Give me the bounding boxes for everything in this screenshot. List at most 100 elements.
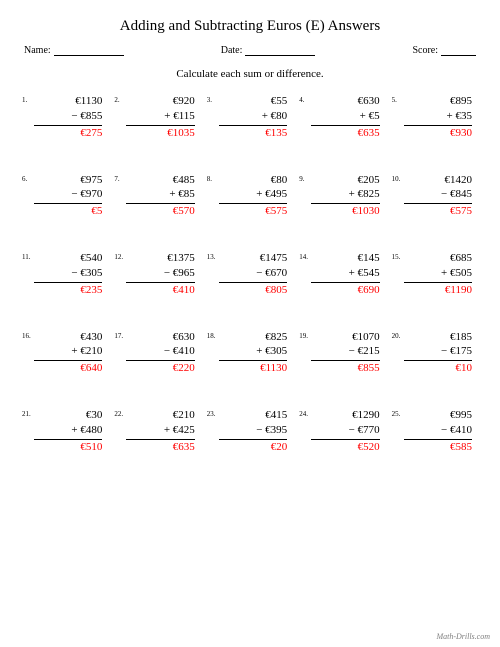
operand-top: €1420 [404, 173, 472, 188]
operand-top: €825 [219, 330, 287, 345]
operand-top: €55 [219, 94, 287, 109]
problem-math: €415− €395€20 [219, 408, 293, 455]
problem-number: 12. [114, 251, 126, 261]
problem-number: 25. [392, 408, 404, 418]
name-blank [54, 45, 124, 56]
problem-number: 15. [392, 251, 404, 261]
answer: €805 [219, 283, 287, 298]
problem: 19.€1070− €215€855 [299, 330, 385, 377]
operand-bottom: + €480 [34, 423, 102, 440]
problem-math: €1375− €965€410 [126, 251, 200, 298]
problem-math: €430+ €210€640 [34, 330, 108, 377]
date-field: Date: [221, 45, 316, 56]
problem-number: 23. [207, 408, 219, 418]
operand-top: €920 [126, 94, 194, 109]
operand-bottom: − €395 [219, 423, 287, 440]
operand-bottom: + €305 [219, 344, 287, 361]
operand-bottom: + €545 [311, 266, 379, 283]
operand-top: €975 [34, 173, 102, 188]
operand-bottom: + €505 [404, 266, 472, 283]
problem-math: €895+ €35€930 [404, 94, 478, 141]
date-label: Date: [221, 45, 243, 56]
score-label: Score: [412, 45, 438, 56]
problem: 21.€30+ €480€510 [22, 408, 108, 455]
answer: €10 [404, 361, 472, 376]
operand-top: €1070 [311, 330, 379, 345]
problem: 2.€920+ €115€1035 [114, 94, 200, 141]
operand-bottom: + €115 [126, 109, 194, 126]
problem-math: €80+ €495€575 [219, 173, 293, 220]
problem: 14.€145+ €545€690 [299, 251, 385, 298]
answer: €510 [34, 440, 102, 455]
problem-number: 24. [299, 408, 311, 418]
answer: €855 [311, 361, 379, 376]
problem-math: €55+ €80€135 [219, 94, 293, 141]
problem: 7.€485+ €85€570 [114, 173, 200, 220]
answer: €585 [404, 440, 472, 455]
operand-bottom: + €80 [219, 109, 287, 126]
problem-math: €210+ €425€635 [126, 408, 200, 455]
footer: Math-Drills.com [436, 632, 490, 641]
operand-top: €415 [219, 408, 287, 423]
problem: 13.€1475− €670€805 [207, 251, 293, 298]
operand-bottom: − €845 [404, 187, 472, 204]
date-blank [245, 45, 315, 56]
instruction: Calculate each sum or difference. [20, 68, 480, 80]
problem-math: €30+ €480€510 [34, 408, 108, 455]
operand-bottom: − €855 [34, 109, 102, 126]
problem-number: 20. [392, 330, 404, 340]
problem-number: 4. [299, 94, 311, 104]
operand-top: €1475 [219, 251, 287, 266]
operand-top: €995 [404, 408, 472, 423]
answer: €690 [311, 283, 379, 298]
problem-math: €975− €970€5 [34, 173, 108, 220]
operand-bottom: − €670 [219, 266, 287, 283]
problem: 20.€185− €175€10 [392, 330, 478, 377]
problem-math: €630− €410€220 [126, 330, 200, 377]
problem: 15.€685+ €505€1190 [392, 251, 478, 298]
problem-number: 6. [22, 173, 34, 183]
problem-number: 17. [114, 330, 126, 340]
operand-bottom: − €770 [311, 423, 379, 440]
problem-number: 1. [22, 94, 34, 104]
problem: 23.€415− €395€20 [207, 408, 293, 455]
answer: €635 [126, 440, 194, 455]
operand-top: €630 [126, 330, 194, 345]
answer: €20 [219, 440, 287, 455]
problem-math: €1070− €215€855 [311, 330, 385, 377]
answer: €220 [126, 361, 194, 376]
problem-number: 9. [299, 173, 311, 183]
answer: €275 [34, 126, 102, 141]
score-field: Score: [412, 45, 476, 56]
problem-math: €485+ €85€570 [126, 173, 200, 220]
problem-math: €145+ €545€690 [311, 251, 385, 298]
operand-top: €145 [311, 251, 379, 266]
answer: €1190 [404, 283, 472, 298]
problem-math: €920+ €115€1035 [126, 94, 200, 141]
operand-top: €185 [404, 330, 472, 345]
problem-number: 13. [207, 251, 219, 261]
problem-number: 3. [207, 94, 219, 104]
problem-math: €1420− €845€575 [404, 173, 478, 220]
problem-math: €630+ €5€635 [311, 94, 385, 141]
problem-number: 8. [207, 173, 219, 183]
operand-bottom: + €425 [126, 423, 194, 440]
problem-math: €1475− €670€805 [219, 251, 293, 298]
problem: 5.€895+ €35€930 [392, 94, 478, 141]
operand-bottom: − €175 [404, 344, 472, 361]
header-row: Name: Date: Score: [20, 45, 480, 56]
operand-top: €630 [311, 94, 379, 109]
answer: €930 [404, 126, 472, 141]
answer: €235 [34, 283, 102, 298]
operand-top: €30 [34, 408, 102, 423]
problem-math: €685+ €505€1190 [404, 251, 478, 298]
operand-bottom: − €305 [34, 266, 102, 283]
problem-number: 11. [22, 251, 34, 261]
operand-top: €80 [219, 173, 287, 188]
name-field: Name: [24, 45, 124, 56]
name-label: Name: [24, 45, 51, 56]
problem: 22.€210+ €425€635 [114, 408, 200, 455]
problem-number: 19. [299, 330, 311, 340]
problem: 18.€825+ €305€1130 [207, 330, 293, 377]
operand-top: €1290 [311, 408, 379, 423]
